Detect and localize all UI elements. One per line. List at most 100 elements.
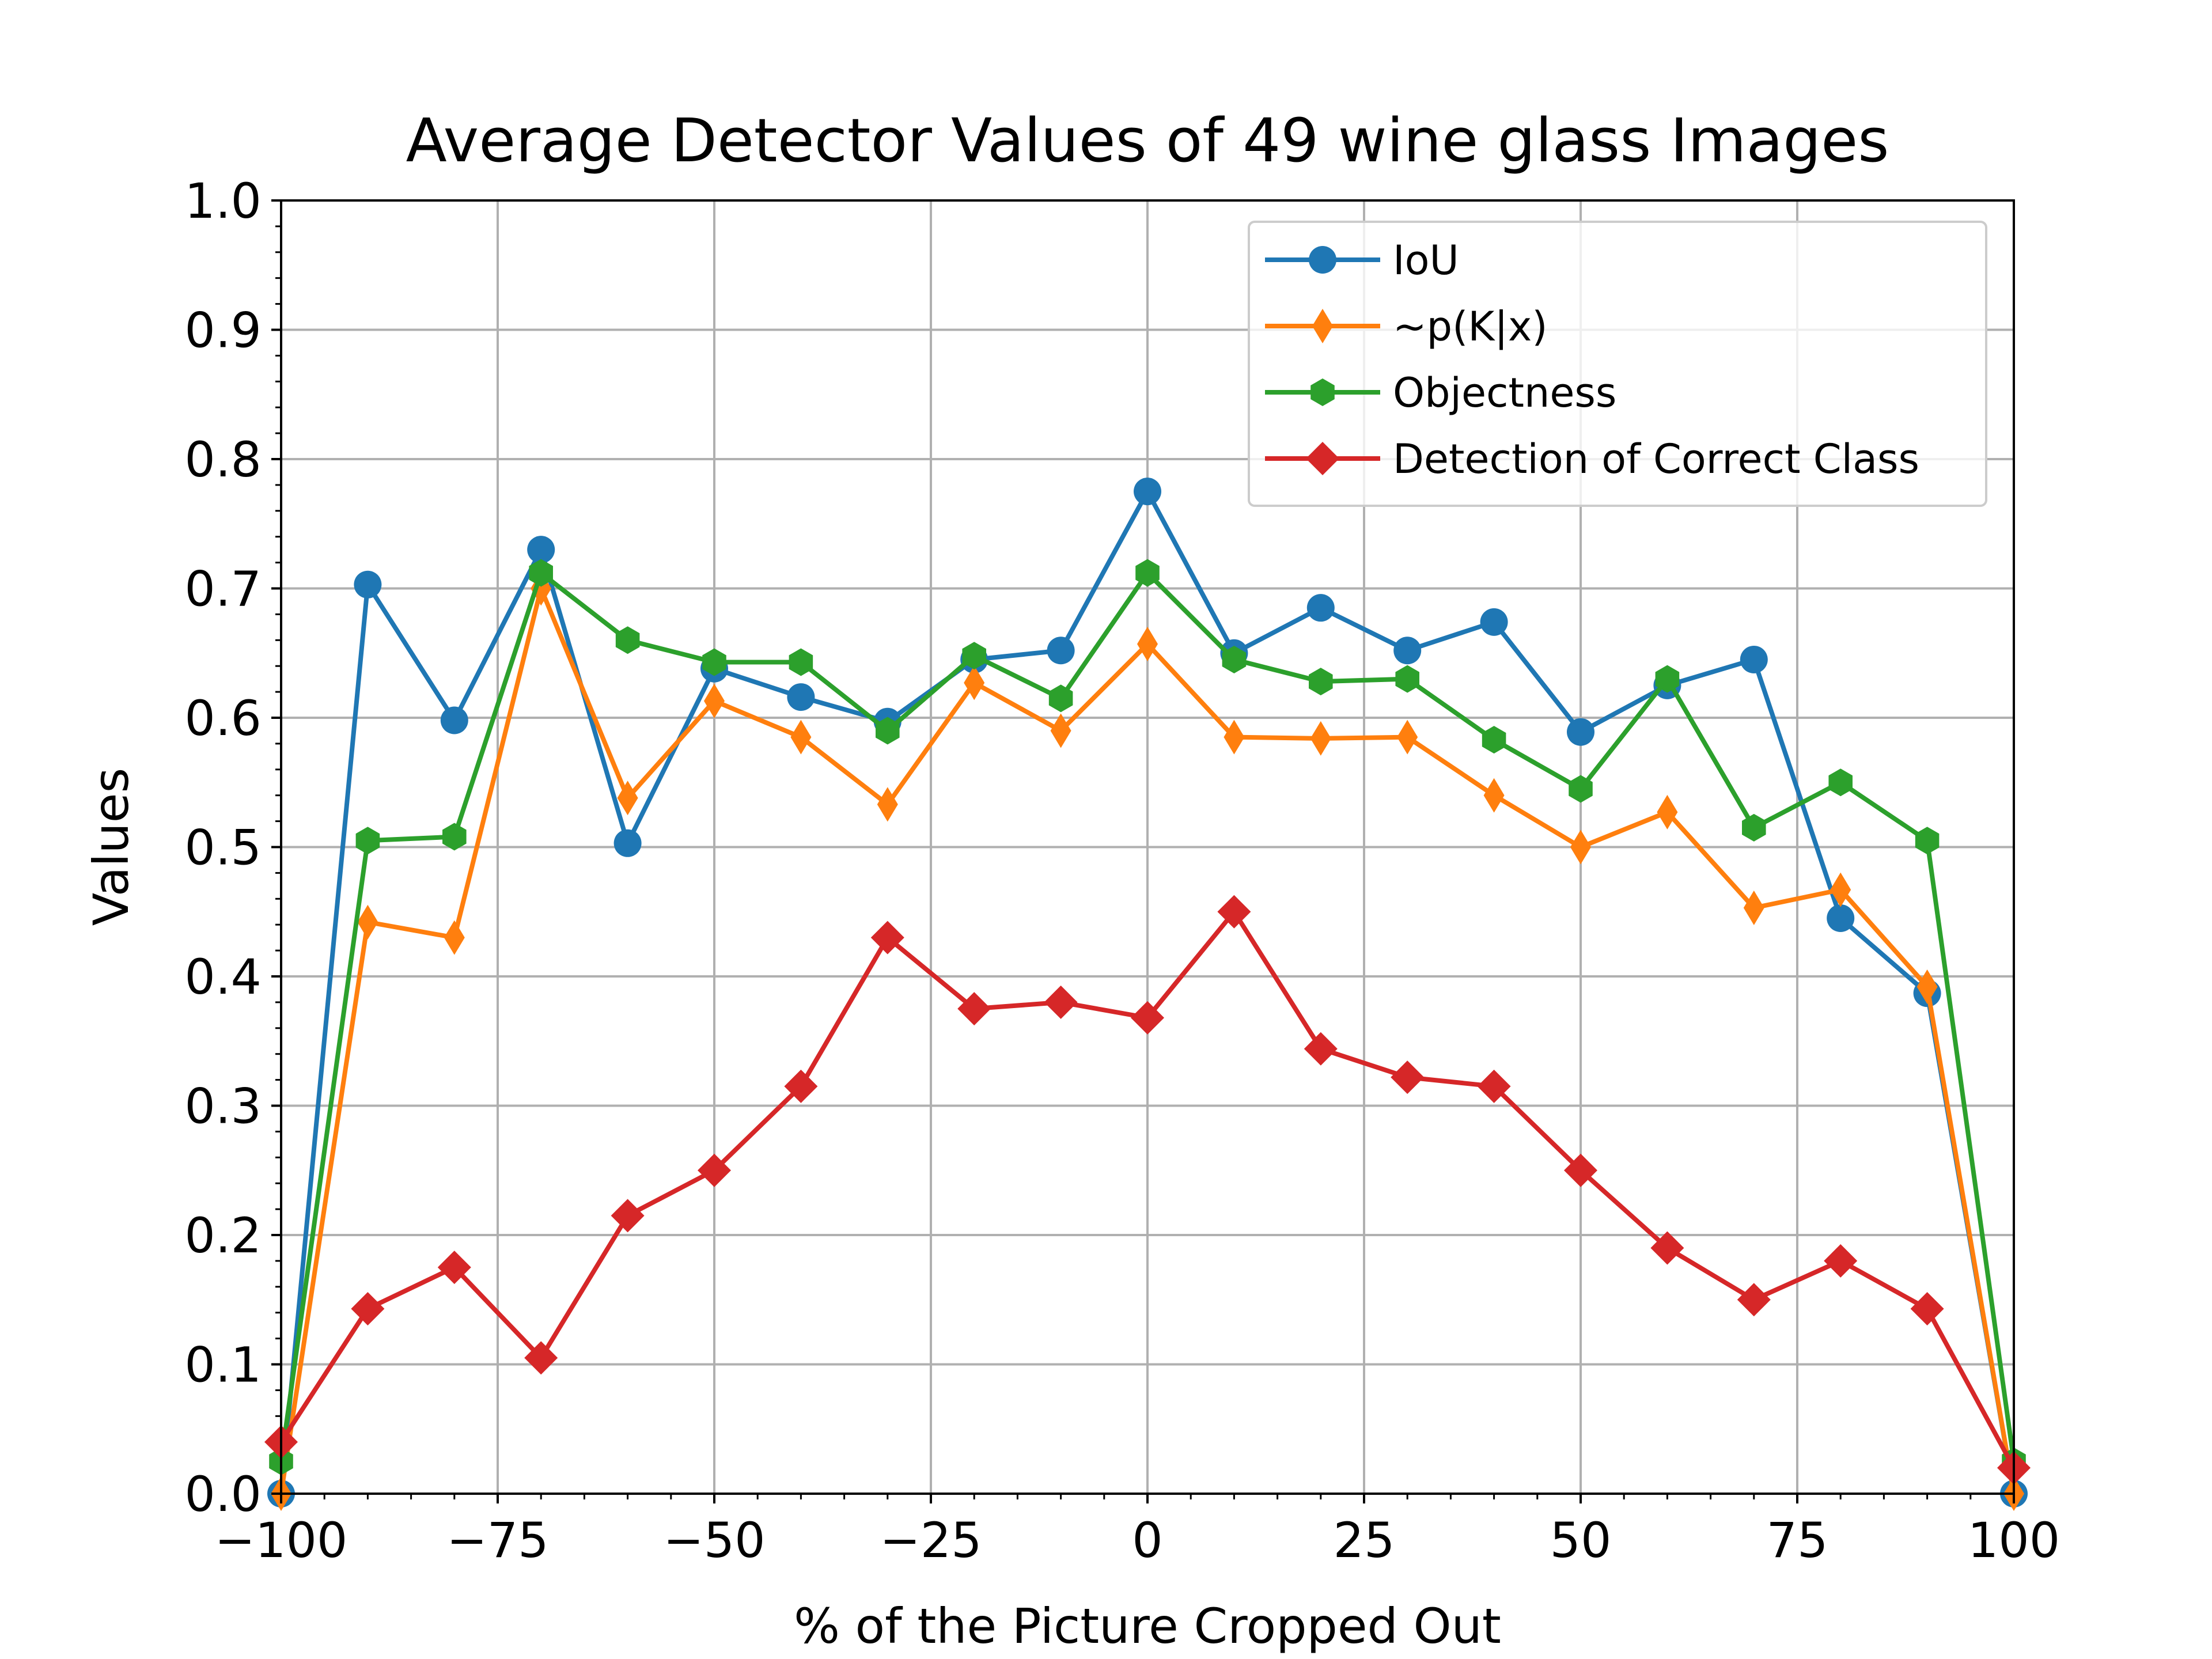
data-point bbox=[870, 921, 904, 955]
data-point bbox=[790, 719, 812, 755]
y-axis: 0.0 0.1 0.2 0.3 0.4 0.5 0.6 0.7 0.8 0.9 1.0 bbox=[184, 173, 281, 1522]
data-point bbox=[1737, 1283, 1771, 1317]
data-point bbox=[1482, 726, 1506, 754]
data-point bbox=[611, 1199, 645, 1233]
data-point bbox=[1827, 904, 1855, 932]
legend-box bbox=[1248, 221, 1987, 507]
data-point bbox=[1569, 775, 1593, 803]
data-point bbox=[1824, 1244, 1858, 1278]
data-point bbox=[962, 642, 986, 670]
data-point bbox=[789, 648, 813, 676]
y-tick-label: 0.3 bbox=[184, 1078, 262, 1135]
y-tick-label: 0.2 bbox=[184, 1207, 262, 1264]
data-point bbox=[1391, 1060, 1425, 1094]
y-tick-label: 0.8 bbox=[184, 431, 262, 488]
y-tick-label: 1.0 bbox=[184, 173, 262, 229]
y-tick-label: 0.6 bbox=[184, 690, 262, 747]
x-tick-label: 100 bbox=[1968, 1512, 2060, 1569]
data-point bbox=[1217, 895, 1251, 929]
data-point bbox=[1304, 1032, 1338, 1066]
data-point bbox=[1134, 478, 1161, 506]
data-point bbox=[964, 665, 985, 700]
data-point bbox=[1047, 637, 1075, 665]
y-tick-label: 0.5 bbox=[184, 820, 262, 876]
legend-marker bbox=[1312, 309, 1333, 343]
chart-title: Average Detector Values of 49 wine glass… bbox=[406, 105, 1889, 176]
data-point bbox=[442, 823, 467, 851]
data-point bbox=[1650, 1231, 1684, 1265]
data-point bbox=[527, 536, 555, 564]
x-tick-label: −75 bbox=[446, 1512, 548, 1569]
data-point bbox=[877, 787, 898, 822]
data-point bbox=[1306, 594, 1335, 622]
data-point bbox=[702, 648, 726, 676]
data-point bbox=[524, 1341, 558, 1375]
legend-item: Objectness bbox=[1265, 369, 1616, 416]
data-point bbox=[440, 706, 468, 734]
x-axis-label: % of the Picture Cropped Out bbox=[794, 1598, 1501, 1654]
data-point bbox=[1570, 830, 1591, 865]
data-point bbox=[1224, 719, 1245, 755]
y-tick-label: 0.7 bbox=[184, 561, 262, 618]
x-tick-label: −25 bbox=[880, 1512, 982, 1569]
legend-marker bbox=[1309, 246, 1336, 274]
data-point bbox=[784, 1069, 818, 1103]
data-point bbox=[529, 559, 553, 587]
legend-item: IoU bbox=[1265, 237, 1459, 284]
x-tick-label: 50 bbox=[1550, 1512, 1612, 1569]
data-point bbox=[698, 1153, 731, 1187]
data-point bbox=[613, 829, 642, 857]
data-point bbox=[1657, 794, 1678, 830]
data-point bbox=[1222, 645, 1247, 673]
data-point bbox=[444, 920, 465, 955]
data-point bbox=[1740, 645, 1768, 673]
x-tick-label: 75 bbox=[1767, 1512, 1828, 1569]
y-tick-label: 0.0 bbox=[184, 1466, 262, 1522]
series-2 bbox=[269, 559, 2026, 1475]
data-point bbox=[1743, 891, 1764, 926]
data-point bbox=[1135, 559, 1160, 587]
y-tick-label: 0.4 bbox=[184, 949, 262, 1005]
data-point bbox=[1915, 827, 1940, 855]
data-point bbox=[1483, 778, 1505, 813]
data-point bbox=[1397, 719, 1418, 755]
x-tick-label: −50 bbox=[663, 1512, 765, 1569]
legend-label: ~p(K|x) bbox=[1393, 303, 1548, 350]
data-point bbox=[357, 904, 378, 940]
data-point bbox=[1477, 1069, 1511, 1103]
data-point bbox=[615, 626, 640, 654]
series-3 bbox=[264, 895, 2031, 1485]
data-point bbox=[354, 570, 382, 599]
data-point bbox=[1309, 668, 1333, 696]
data-point bbox=[1137, 627, 1158, 662]
x-axis: −100 −75 −50 −25 0 25 50 75 100 bbox=[215, 1494, 2060, 1569]
data-point bbox=[351, 1291, 385, 1325]
data-point bbox=[1567, 718, 1594, 746]
legend-marker bbox=[1306, 442, 1339, 475]
data-point bbox=[787, 683, 815, 711]
data-point bbox=[704, 683, 725, 718]
legend-item: ~p(K|x) bbox=[1265, 303, 1548, 350]
data-point bbox=[617, 781, 638, 816]
data-point bbox=[876, 717, 900, 745]
y-tick-label: 0.9 bbox=[184, 302, 262, 359]
data-point bbox=[957, 992, 991, 1026]
data-point bbox=[1395, 665, 1419, 693]
data-point bbox=[1910, 1291, 1944, 1325]
series-layer bbox=[264, 478, 2031, 1511]
x-tick-label: −100 bbox=[215, 1512, 348, 1569]
data-point bbox=[1044, 985, 1078, 1019]
data-point bbox=[437, 1251, 471, 1285]
y-axis-label: Values bbox=[83, 768, 139, 926]
legend-label: Objectness bbox=[1393, 369, 1616, 416]
data-point bbox=[1828, 768, 1853, 797]
legend: IoU ~p(K|x) Objectness Detection of Correct… bbox=[1248, 221, 1987, 507]
data-point bbox=[1048, 684, 1073, 713]
data-point bbox=[1742, 813, 1766, 842]
legend-label: Detection of Correct Class bbox=[1393, 435, 1919, 483]
legend-marker bbox=[1310, 378, 1335, 406]
y-tick-label: 0.1 bbox=[184, 1337, 262, 1393]
x-tick-label: 25 bbox=[1334, 1512, 1395, 1569]
x-tick-label: 0 bbox=[1132, 1512, 1162, 1569]
